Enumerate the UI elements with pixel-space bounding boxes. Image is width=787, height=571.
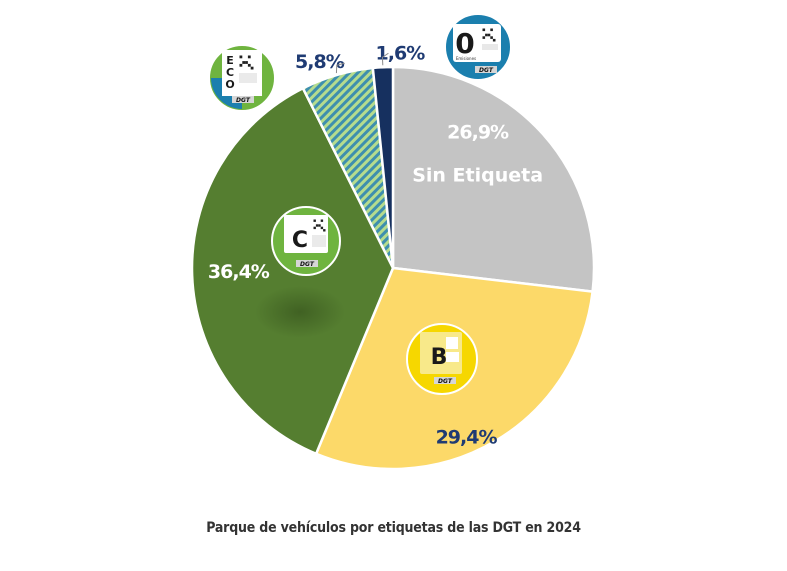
badge-cero-qr-dot [487,33,491,37]
badge-eco-dgt-bg [232,96,254,103]
badge-c-strip [312,235,326,247]
badge-cero-qr-dot [490,36,493,39]
value-label-sin-etiqueta: 26,9% [447,122,509,144]
leader-line-cero [381,52,389,66]
badge-cero-qr-dot [485,33,488,37]
value-label-b: 29,4% [436,426,498,448]
badge-cero-qr-dot [490,28,493,32]
value-label-eco: 5,8% [295,51,345,73]
badge-eco-dgt: DGT [236,97,251,104]
badge-eco-qr-dot [247,63,251,67]
badge-b-letter: B [431,345,448,370]
badge-cero-small: Emisiones [456,56,476,61]
chart-caption: Parque de vehículos por etiquetas de las… [206,520,581,536]
badge-eco-qr-dot [239,55,243,59]
value-label-c: 36,4% [208,261,270,283]
badge-b-qr [446,337,458,349]
badge-c-qr-dot [313,219,316,222]
badge-eco-qr-dot [239,63,243,67]
badge-cero-dgt-bg [475,66,497,73]
badge-eco-letter: O [225,78,234,91]
badge-eco-strip [239,73,257,83]
badge-eco-qr-dot [247,55,251,59]
slice-sin-etiqueta [391,65,596,293]
value-label-cero: 1,6% [376,42,426,64]
badge-b-strip [446,352,459,362]
badge-b: B DGT [406,323,478,395]
badge-b-dgt-bg [434,377,456,384]
pie-labels: 26,9% Sin Etiqueta 29,4% 36,4% 5,8% 1,6% [208,42,543,448]
badge-c-dgt: DGT [300,261,315,268]
badge-c-dgt-bg [296,260,318,267]
badge-cero-strip [482,44,498,50]
badge-cero-qr-dot [482,28,486,32]
badge-cero-qr-dot [492,38,496,42]
badge-c: C DGT [271,206,341,276]
slice-cero [371,65,395,270]
badge-b-dgt: DGT [438,378,453,385]
badge-c-qr-dot [323,229,326,232]
leader-line-eco [335,62,345,74]
badge-eco-qr-dot [245,61,248,64]
badge-c-qr-dot [318,224,321,227]
badge-cero-qr-dot [482,36,486,39]
badge-eco-qr-dot [250,66,254,70]
c-slice-shadow [255,286,345,338]
badge-c-letter: C [292,228,308,253]
badge-c-qr-dot [320,226,324,230]
badge-eco-letter: C [226,66,234,79]
badge-eco-letter: E [226,54,234,67]
badge-cero-letter: 0 [455,27,474,60]
badge-eco-qr-dot [242,61,246,64]
badge-cero-dgt: DGT [479,67,494,74]
badge-c-qr-dot [313,226,316,230]
slice-text-sin-etiqueta: Sin Etiqueta [412,165,543,187]
badge-c-qr-dot [320,219,324,222]
badge-c-qr-dot [315,224,319,227]
